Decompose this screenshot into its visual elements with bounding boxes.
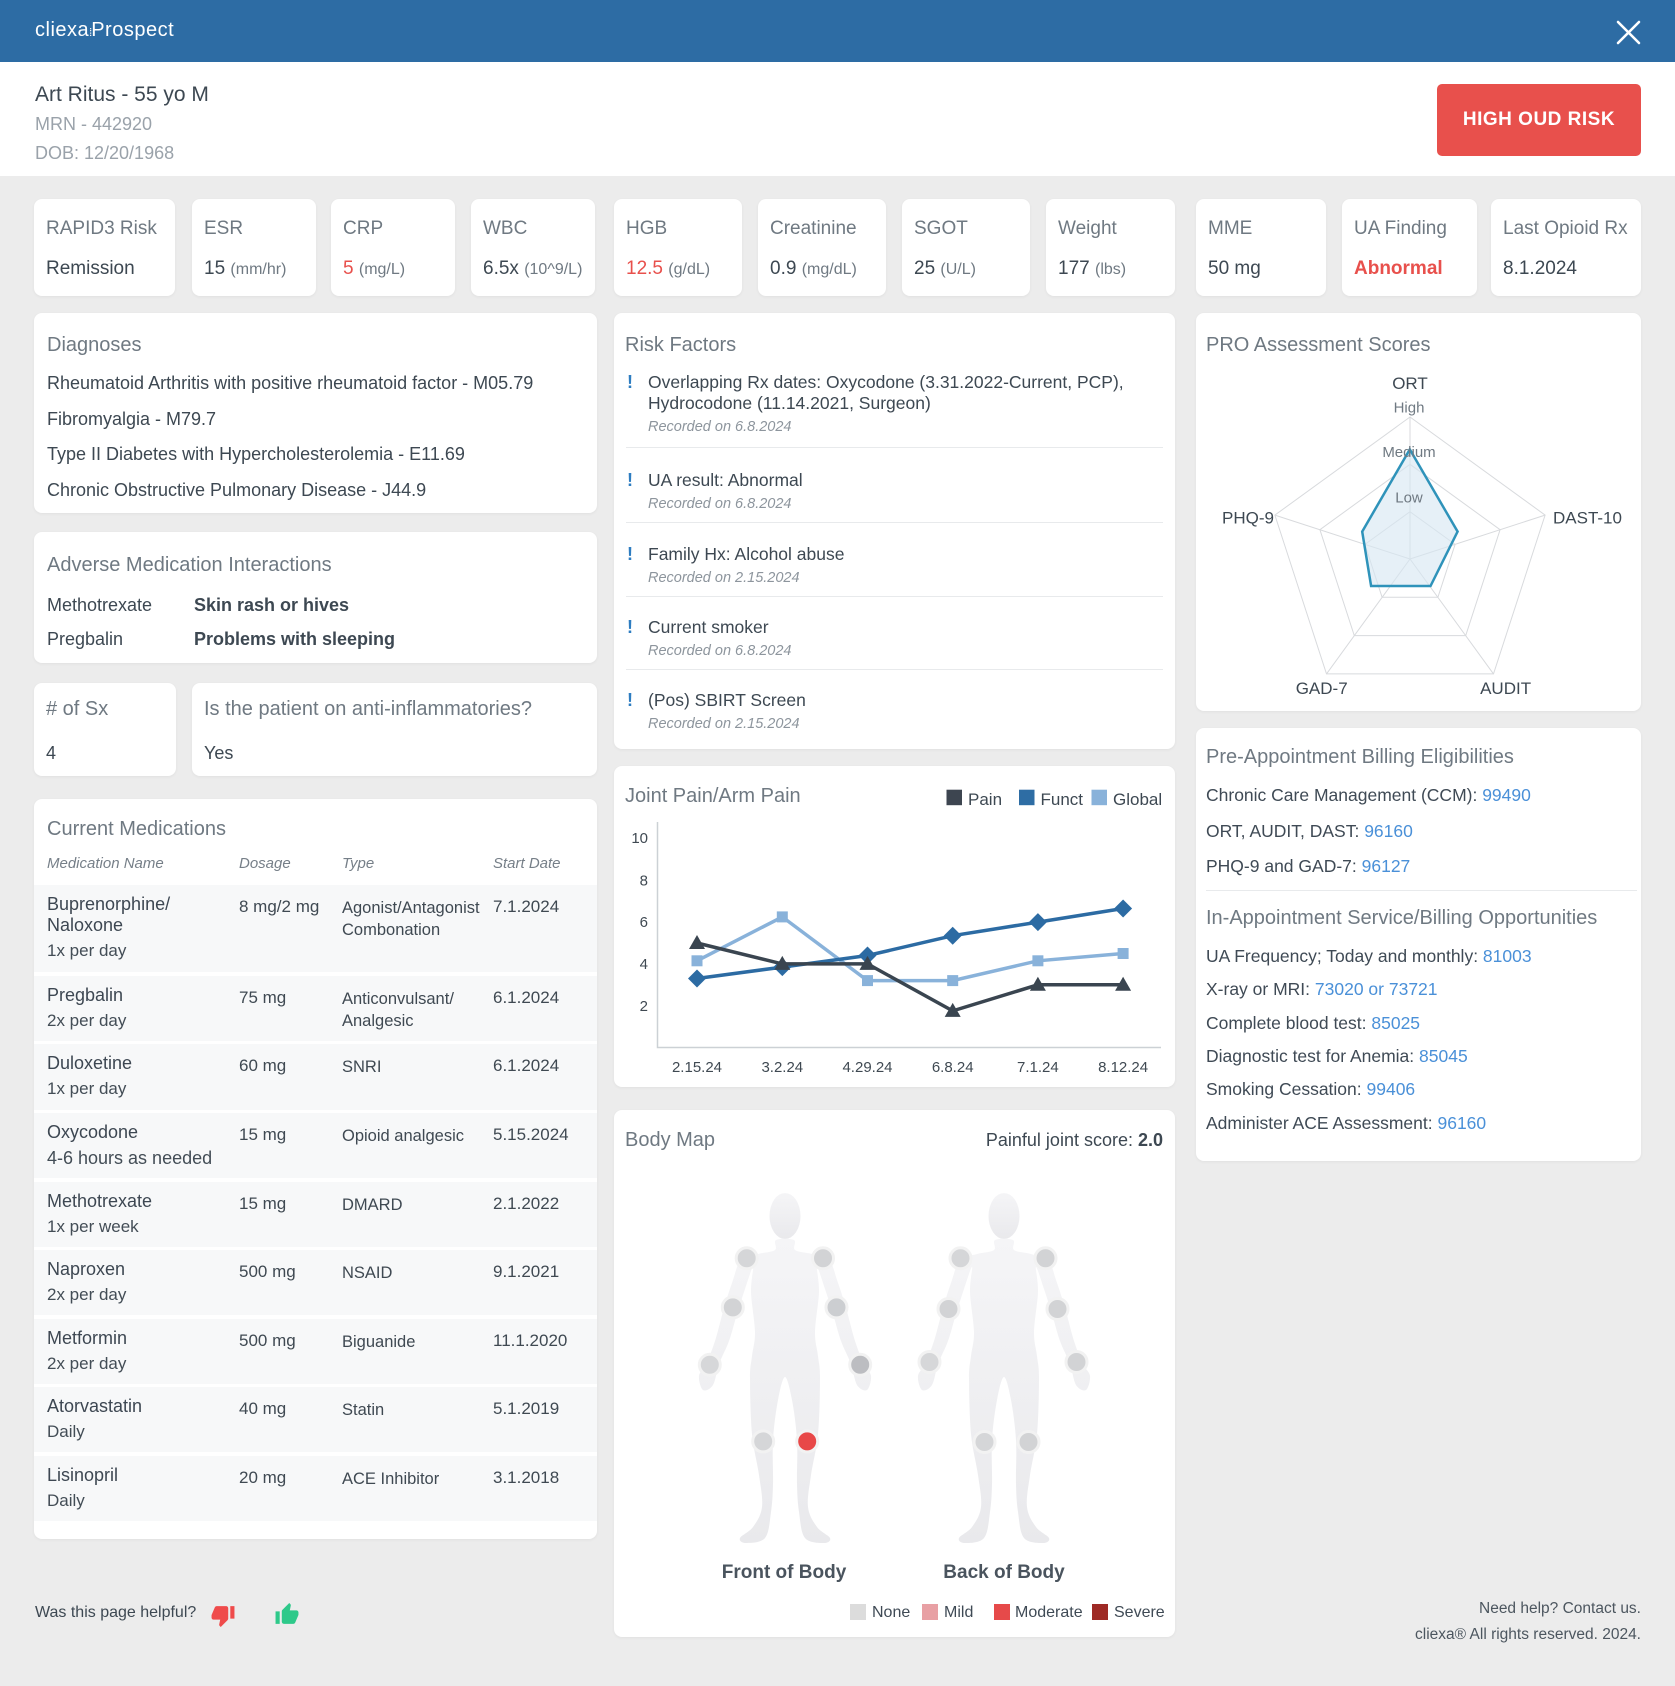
svg-text:8.12.24: 8.12.24	[1098, 1059, 1148, 1076]
svg-text:ORT: ORT	[1392, 374, 1428, 393]
svg-text:3.2.24: 3.2.24	[761, 1059, 803, 1076]
svg-text:GAD-7: GAD-7	[1296, 679, 1348, 698]
svg-text:2.15.24: 2.15.24	[672, 1059, 722, 1076]
svg-text:High: High	[1394, 400, 1425, 417]
svg-text:8: 8	[640, 872, 648, 889]
svg-text:4: 4	[640, 956, 648, 973]
svg-text:2: 2	[640, 998, 648, 1015]
svg-text:PHQ-9: PHQ-9	[1222, 509, 1274, 528]
svg-text:AUDIT: AUDIT	[1480, 679, 1531, 698]
svg-text:10: 10	[631, 830, 648, 847]
svg-text:Low: Low	[1395, 490, 1423, 507]
svg-text:7.1.24: 7.1.24	[1017, 1059, 1059, 1076]
svg-text:Medium: Medium	[1382, 444, 1435, 461]
svg-text:Funct: Funct	[1041, 790, 1084, 809]
svg-text:4.29.24: 4.29.24	[842, 1059, 892, 1076]
svg-text:Global: Global	[1113, 790, 1162, 809]
svg-text:DAST-10: DAST-10	[1553, 509, 1622, 528]
svg-text:Pain: Pain	[968, 790, 1002, 809]
svg-text:6.8.24: 6.8.24	[932, 1059, 974, 1076]
svg-text:6: 6	[640, 914, 648, 931]
